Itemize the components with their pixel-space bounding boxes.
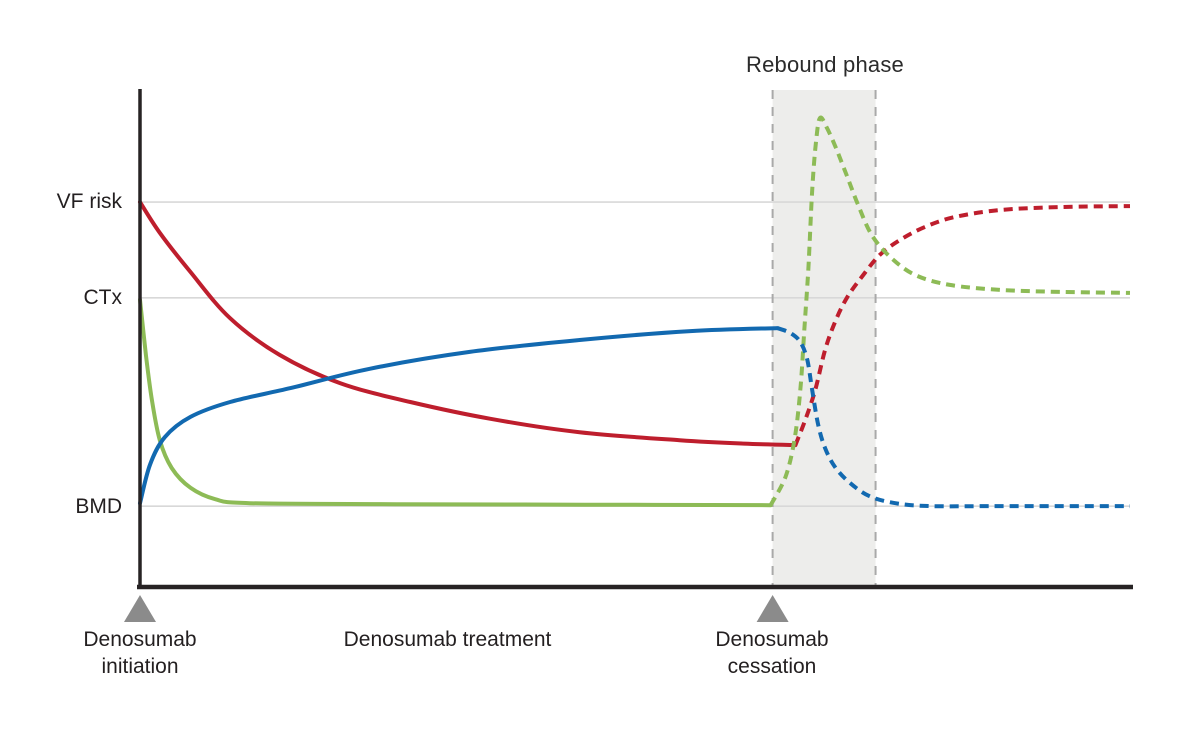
cessation-marker-triangle-icon	[756, 595, 789, 622]
ctx-dashed-curve	[768, 115, 1131, 507]
bmd-solid-curve	[138, 326, 780, 506]
bmd-dashed-curve	[776, 326, 1130, 509]
ctx-solid-curve	[138, 297, 773, 508]
vf-risk-dashed-curve	[793, 204, 1131, 446]
cessation-label-line2: cessation	[727, 655, 817, 678]
cessation-label-line1: Denosumab	[715, 628, 829, 651]
x-axis-label-initiation: Denosumab initiation	[40, 626, 240, 680]
vf-risk-solid-curve	[138, 200, 798, 448]
x-axis-label-treatment: Denosumab treatment	[343, 628, 552, 651]
initiation-marker-triangle-icon	[124, 595, 156, 622]
x-axis-label-cessation: Denosumab cessation	[672, 626, 872, 680]
rebound-phase-title: Rebound phase	[746, 52, 904, 77]
initiation-label-line1: Denosumab	[83, 628, 197, 651]
rebound-region	[772, 90, 876, 586]
y-axis-label-vf-risk: VF risk	[56, 190, 122, 213]
initiation-label-line2: initiation	[101, 655, 179, 678]
y-axis-label-bmd: BMD	[75, 495, 122, 518]
y-axis-label-ctx: CTx	[83, 286, 123, 309]
